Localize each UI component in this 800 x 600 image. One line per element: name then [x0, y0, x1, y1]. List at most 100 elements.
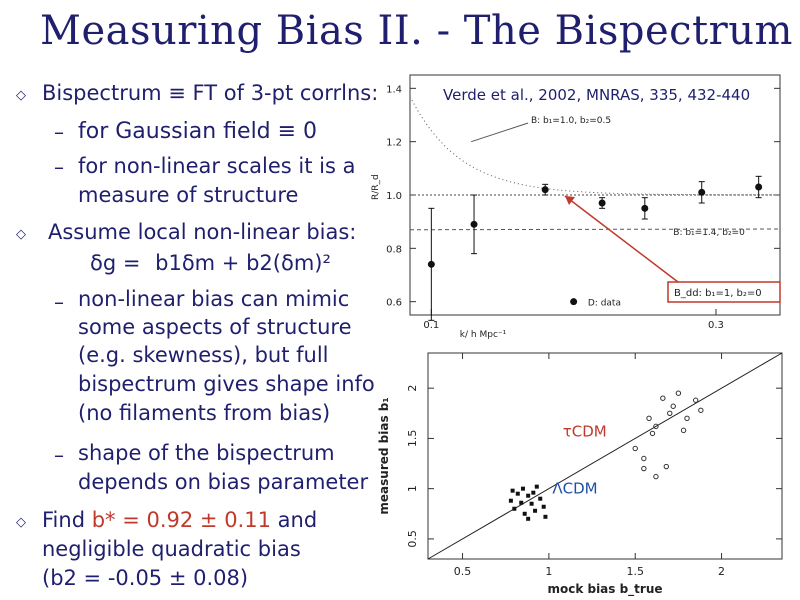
x-axis-label: k/ h Mpc⁻¹ [460, 330, 507, 340]
citation: Verde et al., 2002, MNRAS, 335, 432-440 [443, 86, 751, 104]
data-point [641, 204, 649, 212]
reference-line [427, 352, 783, 560]
lcdm-point [529, 501, 534, 506]
tcdm-point [675, 390, 682, 396]
y-tick-label: 1 [406, 485, 419, 492]
tcdm-point [632, 445, 638, 452]
data-point [541, 186, 549, 194]
data-point [755, 183, 763, 191]
x-tick-label: 0.5 [454, 565, 472, 578]
legend-data-marker [570, 298, 578, 306]
tcdm-point [684, 415, 690, 422]
y-axis-label: measured bias b₁ [377, 397, 391, 514]
result-value: b* = 0.92 ± 0.11 [91, 508, 271, 532]
legend-data: D: data [588, 299, 621, 309]
x-tick-label: 1.5 [626, 565, 644, 578]
y-tick-label: 0.6 [386, 298, 402, 309]
lcdm-point [508, 498, 513, 503]
lcdm-point [522, 511, 527, 516]
legend-upper-pointer [471, 122, 529, 143]
lcdm-label: ΛCDM [552, 480, 597, 498]
tcdm-point [641, 455, 647, 462]
sub-mimic-5: (no filaments from bias) [78, 401, 331, 425]
data-point [598, 199, 606, 207]
bispectrum-ratio-plot: 1.4 1.2 1.0 0.8 0.6 0.1 0.3 k/ h Mpc⁻¹ R/R_d B: b… [371, 74, 781, 340]
lcdm-point [520, 486, 525, 491]
arrow-head [565, 196, 575, 205]
sub-mimic-2: some aspects of structure [78, 315, 352, 339]
tcdm-point [692, 397, 699, 403]
equation-lhs: δg = [90, 251, 141, 275]
tcdm-point [641, 465, 647, 472]
y-tick-label: 0.5 [406, 530, 419, 548]
result-post: and [277, 508, 318, 532]
sub-nonlinear-1: for non-linear scales it is a [78, 154, 356, 178]
sub-mimic-3: (e.g. skewness), but full [78, 343, 329, 367]
bullet-result: Find b* = 0.92 ± 0.11 and [42, 507, 317, 534]
bias-equation: δg = b1δm + b2(δm)² [90, 250, 331, 277]
y-tick-label: 1.4 [386, 84, 402, 95]
tcdm-point [680, 427, 687, 434]
dash-marker: – [54, 443, 64, 467]
bullet-local-bias: Assume local non-linear bias: [48, 220, 357, 244]
result-line3: (b2 = -0.05 ± 0.08) [42, 566, 249, 590]
tcdm-point [653, 473, 659, 480]
legend-lower: B: b₁=1.4, b₂=0 [673, 228, 745, 238]
sub-shape-2: depends on bias parameter [78, 470, 369, 494]
tcdm-point [646, 415, 652, 422]
bias-comparison-plot: 2 1.5 1 0.5 0.5 1 1.5 2 mock bias b_true measured… [377, 352, 783, 597]
lcdm-point [541, 504, 546, 509]
data-point [470, 220, 478, 228]
plot-frame [427, 352, 783, 560]
lcdm-point [519, 500, 524, 505]
legend-upper: B: b₁=1.0, b₂=0.5 [531, 116, 611, 126]
model-curve-b1-1.0 [409, 96, 780, 196]
lcdm-point [526, 493, 531, 498]
lcdm-point [538, 496, 543, 501]
lcdm-point [531, 490, 536, 495]
lcdm-point [543, 514, 548, 519]
dash-marker: – [54, 120, 64, 144]
lcdm-point [512, 506, 517, 511]
tcdm-point [649, 430, 656, 437]
x-tick-label: 0.1 [423, 320, 439, 331]
dash-marker: – [54, 155, 64, 179]
lcdm-point [515, 491, 520, 496]
lcdm-point [526, 516, 531, 521]
lcdm-point [533, 508, 538, 513]
tcdm-point [653, 423, 659, 430]
data-point [698, 188, 706, 196]
sub-nonlinear-2: measure of structure [78, 183, 299, 207]
y-tick-label: 2 [406, 385, 419, 392]
bullet-marker: ◇ [16, 515, 26, 530]
boxed-label-frame [667, 281, 781, 303]
result-line2: negligible quadratic bias [42, 537, 301, 561]
tcdm-point [667, 410, 673, 416]
dash-marker: – [54, 290, 64, 314]
bullet-bispectrum: Bispectrum ≡ FT of 3-pt corrlns: [42, 81, 379, 105]
sub-mimic-1: non-linear bias can mimic [78, 287, 350, 311]
equation-rhs: b1δm + b2(δm)² [155, 251, 331, 275]
sub-shape-1: shape of the bispectrum [78, 441, 335, 465]
lcdm-point [534, 484, 539, 489]
data-point [427, 260, 435, 268]
boxed-label: B_dd: b₁=1, b₂=0 [674, 288, 762, 299]
y-axis-label: R/R_d [371, 174, 381, 200]
slide-title: Measuring Bias II. - The Bispectrum [40, 8, 793, 54]
tcdm-point [663, 463, 670, 470]
bullet-marker: ◇ [16, 88, 26, 103]
sub-gaussian: for Gaussian field ≡ 0 [78, 119, 318, 144]
y-tick-label: 1.5 [406, 430, 419, 448]
lcdm-point [510, 488, 515, 493]
model-curve-b1-1.4 [410, 228, 780, 231]
tcdm-point [698, 407, 704, 413]
bullet-marker: ◇ [16, 227, 26, 242]
x-axis-label: mock bias b_true [547, 582, 662, 597]
tcdm-label: τCDM [563, 422, 607, 440]
y-tick-label: 1.2 [386, 138, 402, 149]
y-tick-label: 1.0 [386, 191, 402, 202]
tcdm-point [660, 395, 666, 401]
x-tick-label: 1 [545, 565, 552, 578]
sub-mimic-4: bispectrum gives shape info [78, 372, 375, 396]
tcdm-point [670, 403, 676, 409]
